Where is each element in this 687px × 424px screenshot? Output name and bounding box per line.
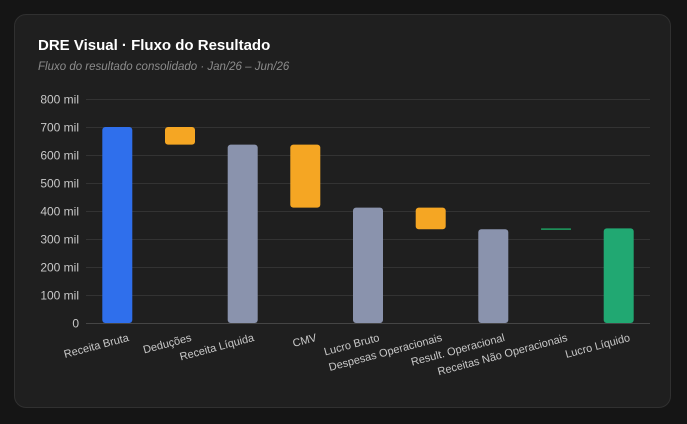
bar-deducoes <box>165 127 195 145</box>
y-tick-label: 400 mil <box>40 205 79 219</box>
bar-cmv <box>290 144 321 208</box>
bar-receita-liquida <box>227 144 258 323</box>
y-tick-label: 200 mil <box>40 261 79 275</box>
y-tick-label: 600 mil <box>40 149 79 163</box>
chart-title: DRE Visual · Fluxo do Resultado <box>38 37 271 54</box>
y-tick-label: 300 mil <box>40 233 79 247</box>
y-tick-label: 800 mil <box>40 93 79 107</box>
y-tick-label: 0 <box>72 317 79 331</box>
bar-receita-bruta <box>102 127 133 323</box>
y-tick-label: 100 mil <box>40 289 79 303</box>
x-tick-label: Lucro Líquido <box>564 332 632 361</box>
y-tick-label: 500 mil <box>40 177 79 191</box>
y-axis-ticks: 0 100 mil 200 mil 300 mil 400 mil 500 mil 600 … <box>40 93 79 331</box>
y-tick-label: 700 mil <box>40 121 79 135</box>
bar-despesas-operacionais <box>415 207 446 230</box>
x-tick-label: CMV <box>291 332 318 350</box>
bar-result-operacional <box>478 229 509 323</box>
bar-lucro-liquido <box>603 228 634 323</box>
bar-receitas-nao-operacionais <box>541 228 571 230</box>
chart-subtitle: Fluxo do resultado consolidado · Jan/26 … <box>38 61 290 73</box>
x-tick-label: Receita Bruta <box>63 332 131 361</box>
bar-lucro-bruto <box>353 207 383 323</box>
bars <box>102 127 634 323</box>
